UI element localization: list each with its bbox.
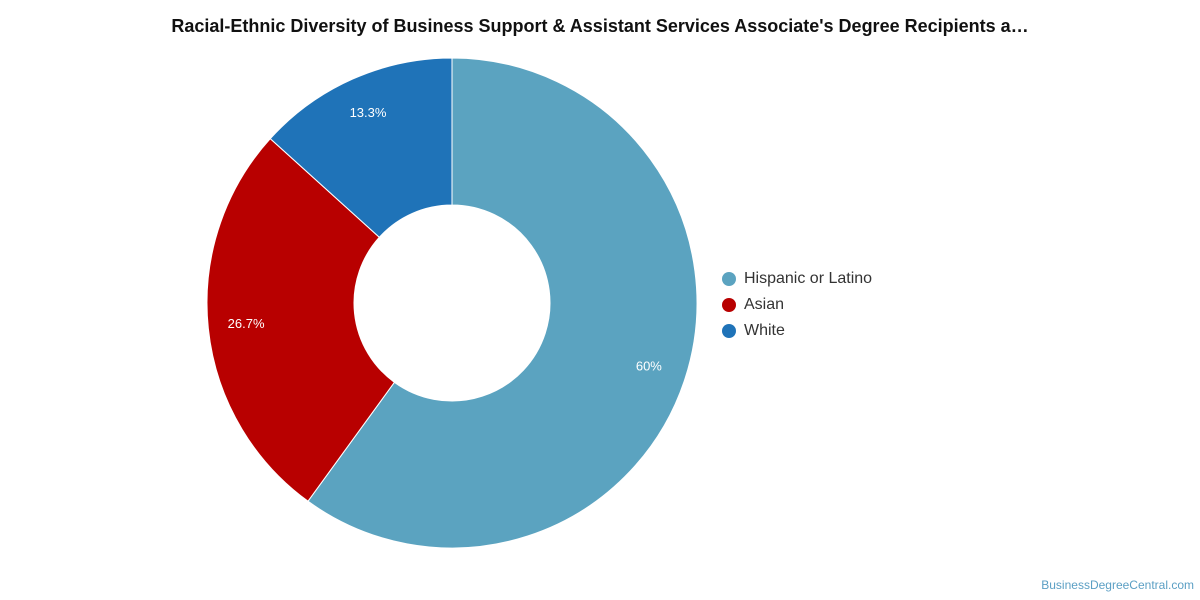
legend-label-hispanic-or-latino: Hispanic or Latino bbox=[744, 270, 873, 287]
chart-title: Racial-Ethnic Diversity of Business Supp… bbox=[171, 16, 1029, 36]
legend-item-asian[interactable]: Asian bbox=[720, 292, 872, 318]
chart-legend: Hispanic or Latino Asian White bbox=[720, 266, 872, 344]
slice-white[interactable] bbox=[269, 57, 453, 238]
legend-item-hispanic-or-latino[interactable]: Hispanic or Latino bbox=[720, 266, 872, 292]
legend-swatch-asian bbox=[722, 298, 736, 312]
donut-slice-labels: 60% 26.7% 13.3% bbox=[228, 105, 663, 373]
legend-label-white: White bbox=[744, 322, 785, 339]
legend-swatch-white bbox=[722, 324, 736, 338]
legend-item-white[interactable]: White bbox=[720, 318, 872, 344]
slice-label-hispanic-or-latino: 60% bbox=[636, 358, 662, 373]
legend-label-asian: Asian bbox=[744, 296, 785, 313]
legend-swatch-hispanic-or-latino bbox=[722, 272, 736, 286]
donut-slices bbox=[206, 57, 698, 549]
slice-asian[interactable] bbox=[206, 137, 396, 502]
slice-hispanic-or-latino[interactable] bbox=[307, 57, 698, 549]
slice-label-asian: 26.7% bbox=[228, 316, 265, 331]
slice-label-white: 13.3% bbox=[350, 105, 387, 120]
source-credit[interactable]: BusinessDegreeCentral.com bbox=[1041, 578, 1194, 592]
